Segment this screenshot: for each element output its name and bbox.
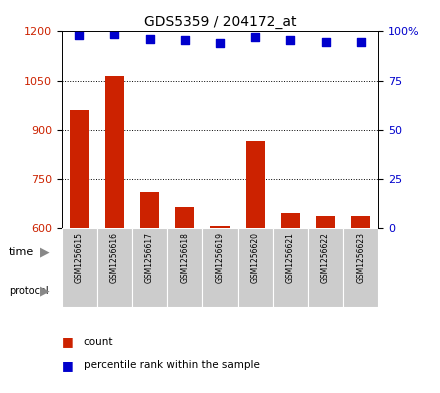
Bar: [343, 228, 378, 307]
Bar: [175, 207, 194, 228]
Text: GSM1256623: GSM1256623: [356, 232, 365, 283]
Point: [111, 31, 118, 38]
Text: GSM1256617: GSM1256617: [145, 232, 154, 283]
Bar: [97, 228, 132, 307]
Bar: [273, 228, 308, 307]
Bar: [246, 141, 265, 228]
Point: [252, 34, 259, 40]
Point: [76, 32, 83, 39]
Text: GSM1256616: GSM1256616: [110, 232, 119, 283]
Text: control: control: [95, 286, 134, 296]
Bar: [62, 236, 167, 267]
Bar: [62, 228, 97, 307]
Text: time: time: [9, 246, 34, 257]
Text: day 0: day 0: [99, 246, 130, 257]
Bar: [316, 217, 335, 228]
Text: GSM1256615: GSM1256615: [75, 232, 84, 283]
Point: [322, 39, 329, 46]
Text: GSM1256620: GSM1256620: [251, 232, 260, 283]
Text: ▶: ▶: [40, 245, 49, 258]
Text: GSM1256619: GSM1256619: [216, 232, 224, 283]
Text: ■: ■: [62, 335, 73, 349]
Text: day 10: day 10: [307, 246, 345, 257]
Text: GSM1256621: GSM1256621: [286, 232, 295, 283]
Text: day 5: day 5: [205, 246, 235, 257]
Point: [181, 37, 188, 44]
Text: GSM1256622: GSM1256622: [321, 232, 330, 283]
Bar: [132, 228, 167, 307]
Point: [216, 40, 224, 46]
Point: [146, 36, 153, 42]
Bar: [167, 228, 202, 307]
Bar: [70, 110, 89, 228]
Text: CHAF1A knockdown: CHAF1A knockdown: [217, 286, 329, 296]
Bar: [202, 228, 238, 307]
Bar: [105, 75, 124, 228]
Bar: [308, 228, 343, 307]
Bar: [238, 228, 273, 307]
Point: [287, 37, 294, 44]
Bar: [140, 192, 159, 228]
Bar: [273, 236, 378, 267]
Title: GDS5359 / 204172_at: GDS5359 / 204172_at: [144, 15, 296, 29]
Text: GSM1256618: GSM1256618: [180, 232, 189, 283]
Text: count: count: [84, 337, 113, 347]
Text: protocol: protocol: [9, 286, 48, 296]
Bar: [62, 275, 167, 307]
Bar: [167, 236, 273, 267]
Text: percentile rank within the sample: percentile rank within the sample: [84, 360, 260, 371]
Bar: [210, 226, 230, 228]
Bar: [281, 213, 300, 228]
Text: ■: ■: [62, 359, 73, 372]
Point: [357, 39, 364, 46]
Text: ▶: ▶: [40, 284, 49, 298]
Bar: [351, 217, 370, 228]
Bar: [167, 275, 378, 307]
